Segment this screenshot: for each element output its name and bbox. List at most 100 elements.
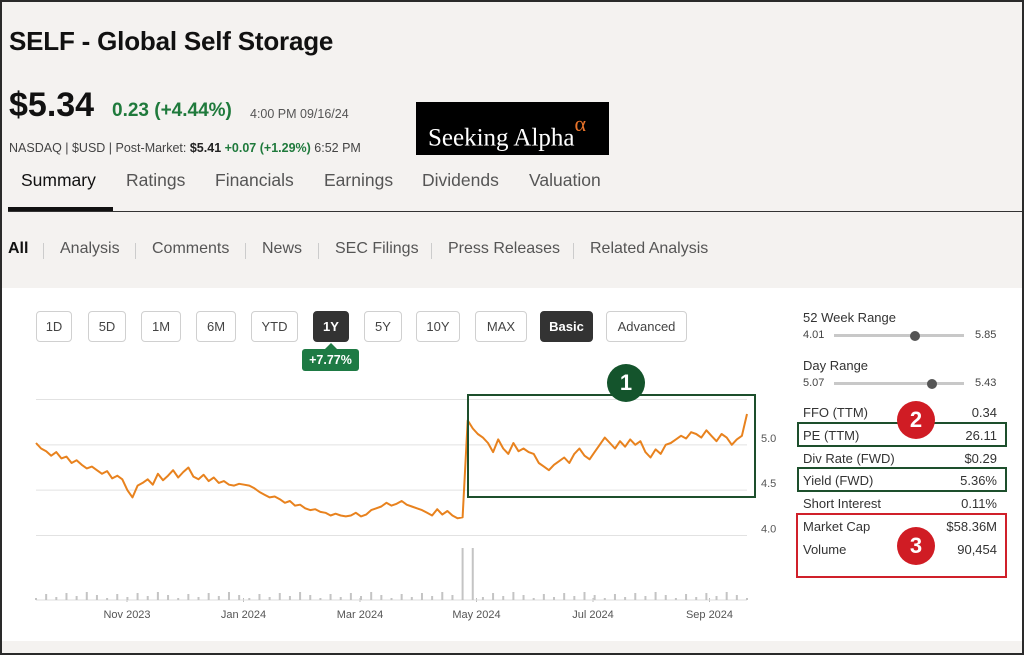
week-52-high: 5.85 [975,329,997,341]
volume-bar [502,596,505,600]
volume-bar [420,593,423,600]
volume-bar [410,597,413,600]
tab-summary[interactable]: Summary [21,170,96,190]
volume-bar [197,597,200,600]
volume-bar [248,598,251,600]
seeking-alpha-logo: Seeking Alphaα [416,102,609,155]
volume-bar [634,593,637,600]
div-rate-value: $0.29 [964,451,997,466]
volume-bar [207,593,210,600]
range-6m-button[interactable]: 6M [196,311,236,342]
volume-bar [126,597,129,600]
range-max-button[interactable]: MAX [475,311,527,342]
volume-bar [532,598,535,600]
range-1y-button[interactable]: 1Y [313,311,349,342]
price-timestamp: 4:00 PM 09/16/24 [250,107,349,121]
x-tick-label: Jul 2024 [572,609,614,621]
volume-bar [746,598,748,600]
y-tick-label: 5.0 [761,433,776,445]
post-market-time: 6:52 PM [314,141,361,155]
volume-bar [654,592,657,600]
volume-bar [268,597,271,600]
filter-comments[interactable]: Comments [152,240,230,257]
x-tick-label: May 2024 [452,609,500,621]
volume-bar [187,594,190,600]
x-tick-label: Mar 2024 [337,609,383,621]
page-bottom [2,641,1022,653]
post-market-price: $5.41 [189,141,222,155]
volume-bar [441,592,444,600]
range-1d-button[interactable]: 1D [36,311,72,342]
volume-bar [725,592,728,600]
volume-bar [492,593,495,600]
volume-bar [573,596,576,600]
tab-valuation[interactable]: Valuation [529,170,601,190]
range-10y-button[interactable]: 10Y [416,311,460,342]
div-rate-label: Div Rate (FWD) [803,451,895,466]
volume-label: Volume [803,542,847,557]
short-interest-label: Short Interest [803,496,882,511]
volume-bar [35,598,37,600]
filter-analysis[interactable]: Analysis [60,240,120,257]
performance-pointer [325,343,337,349]
chart-panel [2,288,1022,641]
volume-bar [339,597,342,600]
basic-mode-button[interactable]: Basic [540,311,593,342]
volume-bar [370,592,373,600]
volume-bar [664,595,667,600]
volume-bar [522,595,525,600]
ffo-value: 0.34 [971,405,997,420]
volume-bar [471,548,474,600]
volume-bar [95,595,98,600]
page-title: SELF - Global Self Storage [9,26,334,56]
range-5d-button[interactable]: 5D [88,311,126,342]
volume-bar [288,596,291,600]
pe-value: 26.11 [965,428,997,443]
filter-separator [245,243,246,259]
logo-text: Seeking Alpha [428,124,575,152]
filter-all[interactable]: All [8,240,29,257]
volume-bar [512,592,515,600]
volume-bar [85,592,88,600]
performance-badge: +7.77% [302,349,359,371]
price-line [35,413,748,520]
volume-bar [65,593,68,600]
filter-press-releases[interactable]: Press Releases [448,240,561,257]
tab-earnings[interactable]: Earnings [324,170,394,190]
range-ytd-button[interactable]: YTD [251,311,298,342]
range-5y-button[interactable]: 5Y [364,311,402,342]
volume-bar [349,593,352,600]
filter-related-analysis[interactable]: Related Analysis [590,240,709,257]
filter-separator [573,243,574,259]
post-market-line: NASDAQ | $USD | Post-Market: $5.41 +0.07… [9,141,361,155]
volume-bar [116,594,119,600]
volume-bar [380,595,383,600]
advanced-mode-button[interactable]: Advanced [606,311,687,342]
range-1m-button[interactable]: 1M [141,311,181,342]
filter-separator [318,243,319,259]
tab-dividends[interactable]: Dividends [422,170,499,190]
annotation-badge-3: 3 [897,527,935,565]
volume-bar [624,597,627,600]
post-market-change: +0.07 (+1.29%) [224,141,311,155]
volume-bar [309,595,312,600]
day-range-high: 5.43 [975,377,997,389]
volume-bar [329,594,332,600]
filter-sec-filings[interactable]: SEC Filings [335,240,419,257]
volume-bar [400,594,403,600]
stock-price: $5.34 [9,86,95,124]
volume-bar [299,592,302,600]
volume-bar [461,548,464,600]
day-range-track [834,382,964,385]
tab-ratings[interactable]: Ratings [126,170,186,190]
week-52-low: 4.01 [803,329,825,341]
week-52-range-track [834,334,964,337]
y-tick-label: 4.5 [761,478,776,490]
annotation-badge-1: 1 [607,364,645,402]
tab-financials[interactable]: Financials [215,170,294,190]
active-tab-indicator [8,207,113,211]
volume-bar [674,598,677,600]
volume-bar [278,593,281,600]
filter-news[interactable]: News [262,240,303,257]
